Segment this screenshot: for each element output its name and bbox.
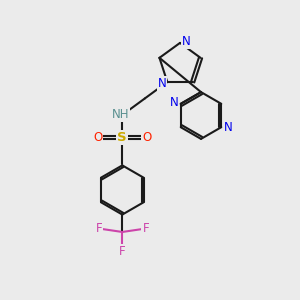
Text: F: F: [96, 222, 102, 235]
Text: S: S: [118, 131, 127, 144]
Text: N: N: [158, 77, 166, 90]
Text: F: F: [119, 245, 126, 258]
Text: NH: NH: [112, 108, 130, 121]
Text: N: N: [170, 96, 178, 109]
Text: N: N: [224, 121, 232, 134]
Text: N: N: [182, 35, 190, 48]
Text: O: O: [142, 131, 152, 144]
Text: O: O: [93, 131, 102, 144]
Text: F: F: [142, 222, 149, 235]
